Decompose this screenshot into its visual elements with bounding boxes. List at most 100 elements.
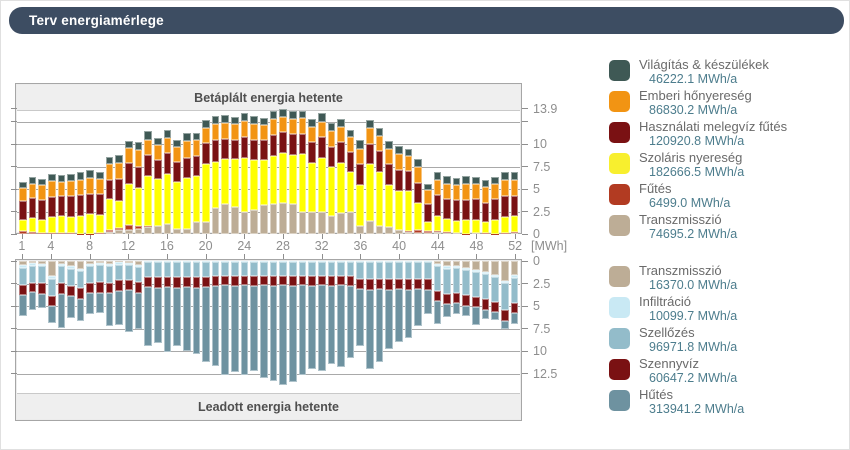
y-axis-tick-left [11, 188, 17, 190]
bar-week-25 [250, 261, 259, 371]
segment-Szoláris nyereség [163, 173, 172, 225]
bar-week-14 [144, 131, 152, 234]
segment-Transzmisszió [192, 222, 201, 234]
segment-Szellőzés [250, 262, 259, 276]
input-chart-title: Betáplált energia hetente [17, 85, 520, 111]
segment-Szoláris nyereség [423, 221, 432, 231]
segment-Hűtés [366, 289, 374, 369]
segment-Emberi hőnyereség [192, 140, 201, 156]
segment-Használati melegvíz fűtés [240, 136, 249, 158]
segment-Transzmisszió [356, 225, 365, 234]
segment-Szellőzés [221, 262, 230, 276]
segment-Emberi hőnyereség [86, 178, 95, 195]
bar-week-6 [67, 173, 75, 234]
segment-Emberi hőnyereség [462, 184, 471, 201]
segment-Világítás & készülékek [192, 133, 201, 141]
segment-Transzmisszió [510, 233, 519, 234]
bar-week-24 [240, 112, 249, 234]
segment-Fűtés [28, 232, 37, 234]
segment-Szoláris nyereség [221, 159, 230, 205]
segment-Infiltráció [38, 263, 46, 266]
segment-Infiltráció [86, 263, 95, 266]
segment-Emberi hőnyereség [375, 136, 384, 152]
segment-Emberi hőnyereség [19, 187, 27, 202]
segment-Infiltráció [125, 262, 133, 266]
segment-Hűtés [96, 292, 104, 313]
segment-Világítás & készülékek [231, 117, 239, 125]
segment-Hűtés [202, 287, 210, 362]
segment-Világítás & készülékek [202, 120, 210, 129]
y-axis-label: 2.5 [533, 276, 551, 291]
segment-Világítás & készülékek [308, 119, 316, 128]
y-axis-tick-left [11, 233, 17, 235]
segment-Szoláris nyereség [105, 199, 114, 230]
y-axis-tick [522, 283, 528, 284]
segment-Szennyvíz [317, 275, 326, 286]
segment-Szoláris nyereség [356, 184, 365, 226]
y-axis-tick [522, 373, 528, 374]
segment-Szennyvíz [202, 277, 210, 288]
segment-Szennyvíz [240, 275, 249, 286]
segment-Hűtés [125, 290, 133, 332]
x-tick-top [166, 234, 168, 239]
segment-Szoláris nyereség [510, 216, 519, 233]
x-tick-bottom [166, 254, 168, 259]
segment-Használati melegvíz fűtés [134, 166, 143, 189]
segment-Hűtés [452, 302, 461, 314]
segment-Emberi hőnyereség [173, 146, 181, 163]
segment-Használati melegvíz fűtés [47, 196, 56, 218]
segment-Infiltráció [308, 261, 316, 263]
legend-value: 10099.7 MWh/a [649, 309, 738, 323]
segment-Szellőzés [163, 262, 172, 278]
segment-Emberi hőnyereség [269, 119, 278, 136]
segment-Használati melegvíz fűtés [153, 159, 162, 180]
segment-Világítás & készülékek [221, 115, 230, 124]
segment-Transzmisszió [366, 220, 374, 234]
segment-Fűtés [433, 230, 442, 233]
segment-Emberi hőnyereség [404, 156, 413, 172]
segment-Infiltráció [462, 268, 471, 271]
segment-Szoláris nyereség [279, 153, 287, 204]
segment-Szellőzés [366, 262, 374, 280]
segment-Hűtés [105, 292, 114, 326]
legend-value: 182666.5 MWh/a [649, 165, 745, 179]
segment-Infiltráció [67, 266, 75, 269]
x-tick-top [244, 234, 246, 239]
segment-Használati melegvíz fűtés [394, 170, 403, 191]
segment-Emberi hőnyereség [414, 167, 422, 183]
segment-Használati melegvíz fűtés [452, 200, 461, 222]
segment-Szellőzés [38, 265, 46, 283]
segment-Használati melegvíz fűtés [76, 194, 85, 216]
segment-Szennyvíz [472, 297, 480, 308]
bar-week-18 [182, 261, 191, 351]
legend-item: Fűtés 6499.0 MWh/a [609, 181, 844, 211]
bar-week-22 [221, 261, 230, 375]
segment-Szoláris nyereség [260, 160, 268, 206]
y-axis-tick [522, 166, 528, 167]
legend-item: Szellőzés 96971.8 MWh/a [609, 325, 844, 355]
segment-Hűtés [19, 295, 27, 316]
bar-week-32 [317, 261, 326, 371]
segment-Szennyvíz [19, 284, 27, 296]
segment-Szennyvíz [231, 275, 239, 287]
segment-Világítás & készülékek [481, 180, 490, 188]
segment-Szellőzés [481, 274, 490, 300]
x-axis-label-week-4: 4 [47, 239, 55, 253]
segment-Szellőzés [385, 262, 393, 280]
segment-Transzmisszió [443, 261, 451, 267]
bar-week-25 [250, 116, 259, 234]
y-axis-label: 10 [533, 344, 547, 358]
segment-Világítás & készülékek [260, 118, 268, 126]
bar-week-4 [47, 261, 56, 323]
segment-Szennyvíz [501, 310, 509, 321]
bar-week-40 [394, 261, 403, 342]
legend-value: 86830.2 MWh/a [649, 103, 738, 117]
y-axis-tick-left [11, 260, 17, 262]
segment-Szoláris nyereség [366, 163, 374, 221]
segment-Infiltráció [394, 261, 403, 263]
segment-Szennyvíz [76, 288, 85, 300]
legend-output-energy: Transzmisszió 16370.0 MWh/a Infiltráció 100… [609, 263, 844, 418]
segment-Fűtés [501, 233, 509, 234]
segment-Transzmisszió [308, 212, 316, 234]
segment-Használati melegvíz fűtés [288, 134, 297, 155]
